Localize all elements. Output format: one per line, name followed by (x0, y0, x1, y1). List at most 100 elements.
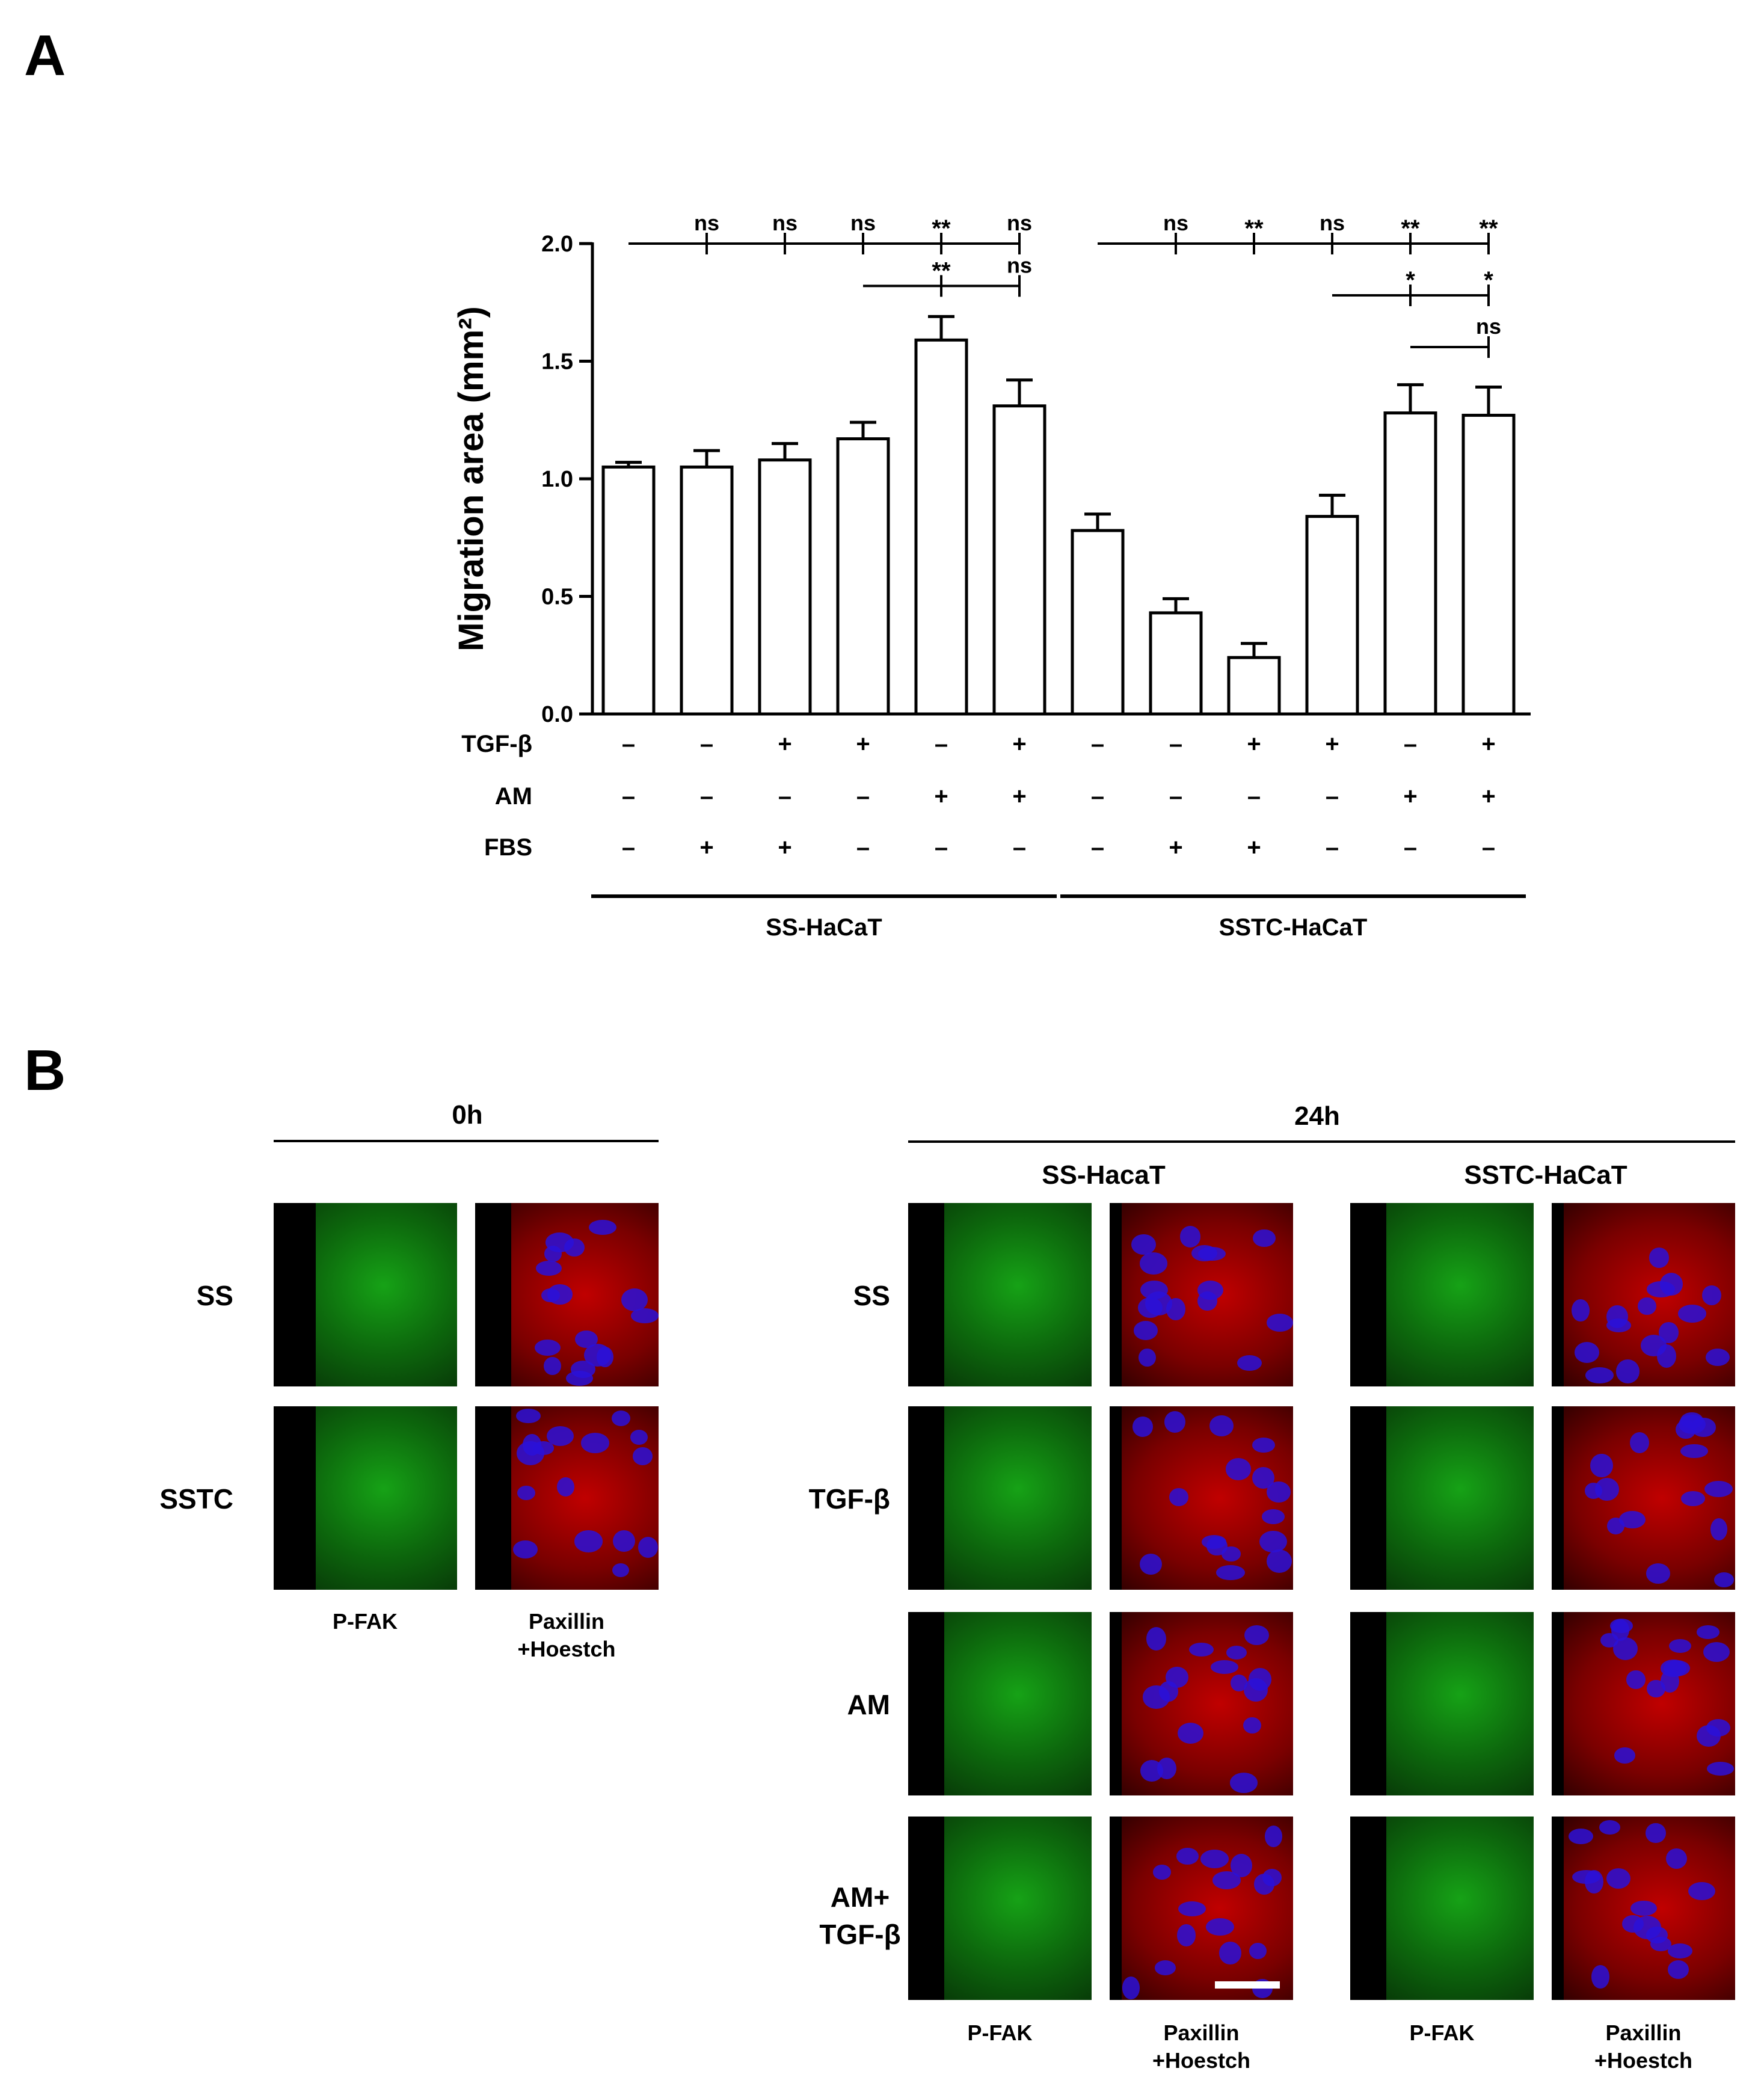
migration-chart: 0.0 0.5 1.0 1.5 2.0 Migration area (mm²) ns ns n… (452, 211, 1531, 941)
condition-sign: + (1481, 731, 1495, 757)
significance-label: ns (1007, 253, 1032, 277)
paxillin-hoechst-image (1110, 1817, 1293, 2000)
header-24h: 24h (1294, 1101, 1340, 1131)
panel-b-letter: B (24, 1038, 66, 1103)
paxillin-hoechst-image (1552, 1203, 1735, 1386)
col-label-pfak: P-FAK (1410, 2020, 1475, 2045)
col-label-pfak: P-FAK (968, 2020, 1033, 2045)
pfak-image (908, 1203, 1092, 1386)
subheader-sstc: SSTC-HaCaT (1464, 1160, 1627, 1190)
significance-label: ** (1401, 215, 1420, 242)
condition-sign: – (1326, 834, 1339, 861)
significance-label: ns (1163, 211, 1188, 235)
y-tick-label: 1.5 (541, 349, 573, 375)
paxillin-hoechst-image (1552, 1817, 1735, 2000)
condition-sign: + (1169, 834, 1182, 861)
paxillin-hoechst-image (475, 1406, 659, 1590)
condition-sign: – (1404, 834, 1417, 861)
panel-a-letter: A (24, 23, 66, 88)
y-tick-label: 0.5 (541, 585, 573, 610)
pfak-image (1350, 1612, 1534, 1795)
condition-sign: – (1169, 783, 1182, 810)
significance-label: ns (694, 211, 719, 235)
subheader-ss: SS-HacaT (1042, 1160, 1166, 1190)
condition-sign: – (622, 783, 635, 810)
condition-sign: – (856, 783, 870, 810)
bar (1227, 656, 1281, 716)
condition-sign: – (1482, 834, 1495, 861)
condition-sign: – (1091, 783, 1104, 810)
condition-sign: – (622, 834, 635, 861)
significance-label: ns (1476, 314, 1501, 339)
bar (1071, 529, 1125, 716)
condition-sign: – (935, 834, 948, 861)
bar (680, 465, 734, 716)
condition-sign: – (700, 783, 713, 810)
bar (1461, 413, 1516, 716)
condition-sign: + (699, 834, 713, 861)
bar (601, 465, 656, 716)
paxillin-hoechst-image (1110, 1612, 1293, 1795)
row-label-24h: SS (853, 1280, 890, 1311)
col-label-paxillin: Paxillin +Hoestch (517, 1609, 615, 1661)
paxillin-hoechst-image (1552, 1612, 1735, 1795)
paxillin-hoechst-image (475, 1203, 659, 1386)
significance-label: ns (850, 211, 876, 235)
condition-sign: – (700, 731, 713, 757)
condition-label: TGF-β (461, 731, 532, 757)
pfak-image (1350, 1406, 1534, 1590)
condition-sign: – (1247, 783, 1261, 810)
row-label-0h: SSTC (159, 1483, 233, 1515)
pfak-image (274, 1406, 457, 1590)
y-axis-label: Migration area (mm²) (452, 306, 491, 651)
row-label-24h: TGF-β (809, 1483, 890, 1515)
y-tick-label: 2.0 (541, 232, 573, 257)
group-label: SS-HaCaT (766, 914, 882, 941)
pfak-image (1350, 1203, 1534, 1386)
condition-sign: + (1325, 731, 1339, 757)
pfak-image (274, 1203, 457, 1386)
pfak-image (908, 1817, 1092, 2000)
condition-label: AM (495, 783, 532, 810)
significance-label: * (1406, 267, 1415, 294)
condition-sign: – (622, 731, 635, 757)
group-label: SSTC-HaCaT (1219, 914, 1368, 941)
significance-label: * (1484, 267, 1493, 294)
row-label-24h: AM (847, 1689, 890, 1720)
pfak-image (1350, 1817, 1534, 2000)
condition-sign: + (1481, 783, 1495, 810)
significance-label: ** (932, 257, 951, 284)
row-label-24h: AM+ TGF-β (819, 1881, 900, 1950)
row-label-0h: SS (197, 1280, 233, 1311)
condition-sign: – (1091, 731, 1104, 757)
condition-sign: – (1169, 731, 1182, 757)
condition-sign: – (1326, 783, 1339, 810)
condition-sign: + (1012, 783, 1026, 810)
y-tick-label: 1.0 (541, 467, 573, 492)
condition-sign: – (1091, 834, 1104, 861)
bar (1383, 411, 1437, 716)
condition-sign: + (1247, 731, 1261, 757)
condition-sign: + (778, 834, 791, 861)
significance-label: ns (1320, 211, 1345, 235)
bar (836, 437, 890, 716)
condition-sign: + (1247, 834, 1261, 861)
significance-label: ** (1244, 215, 1264, 242)
condition-sign: – (1404, 731, 1417, 757)
col-label-pfak: P-FAK (333, 1609, 398, 1634)
bar (992, 404, 1046, 716)
condition-sign: – (1013, 834, 1026, 861)
paxillin-hoechst-image (1110, 1406, 1293, 1590)
paxillin-hoechst-image (1110, 1203, 1293, 1386)
microscopy-labels: 0h SS SSTC P-FAK Paxillin +Hoestch 24h SS-HacaT… (159, 1100, 1735, 2073)
paxillin-hoechst-image (1552, 1406, 1735, 1590)
condition-sign: + (1403, 783, 1417, 810)
col-label-paxillin: Paxillin +Hoestch (1152, 2020, 1250, 2073)
bar (1149, 611, 1203, 716)
significance-label: ** (932, 215, 951, 242)
condition-sign: – (935, 731, 948, 757)
significance-label: ns (1007, 211, 1032, 235)
condition-sign: + (856, 731, 870, 757)
y-tick-label: 0.0 (541, 702, 573, 727)
